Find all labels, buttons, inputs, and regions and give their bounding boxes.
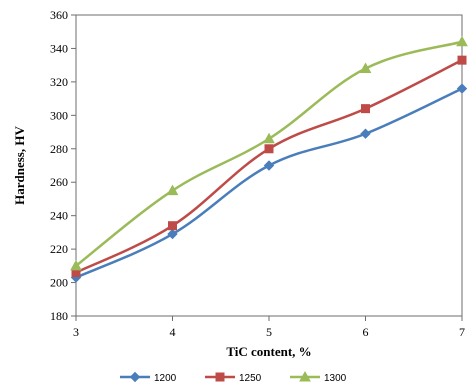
legend-item-1250: 1250 [205, 372, 262, 384]
series-1300 [70, 35, 468, 271]
y-tick-label: 260 [50, 175, 68, 189]
legend-item-1300: 1300 [290, 370, 347, 384]
data-point-1250 [264, 144, 274, 154]
chart-series [70, 35, 468, 283]
series-line-1300 [75, 40, 463, 267]
legend-label-1300: 1300 [324, 373, 347, 384]
y-tick-label: 240 [50, 209, 68, 223]
data-point-1300 [456, 35, 468, 47]
data-point-1300 [70, 259, 82, 271]
legend-marker-1300 [299, 370, 311, 382]
y-tick-label: 360 [50, 8, 68, 22]
y-tick-label: 340 [50, 41, 68, 55]
x-tick-label: 6 [363, 325, 369, 339]
x-tick-label: 5 [266, 325, 272, 339]
y-tick-label: 300 [50, 108, 68, 122]
x-tick-label: 7 [459, 325, 465, 339]
data-point-1250 [168, 221, 177, 231]
x-tick-label: 3 [73, 325, 79, 339]
y-tick-label: 320 [50, 75, 68, 89]
y-tick-label: 180 [50, 309, 68, 323]
legend-marker-1250 [215, 372, 225, 382]
data-point-1300 [359, 62, 372, 74]
y-tick-label: 280 [50, 142, 68, 156]
data-point-1300 [263, 132, 275, 144]
y-tick-label: 200 [50, 276, 68, 290]
legend-label-1250: 1250 [239, 373, 262, 384]
legend-item-1200: 1200 [120, 371, 177, 384]
chart-ticks: 180 200 220 240 260 280 300 320 340 360 3 4 5 6 7 [50, 8, 465, 339]
chart-legend: 1200 1250 1300 [120, 370, 347, 384]
y-axis-label: Hardness, HV [12, 126, 27, 205]
data-point-1200 [360, 128, 371, 139]
data-point-1200 [167, 228, 178, 240]
data-point-1250 [361, 104, 370, 114]
x-tick-label: 4 [170, 325, 176, 339]
series-1250 [71, 55, 467, 278]
data-point-1200 [263, 160, 275, 171]
legend-marker-1200 [129, 371, 141, 383]
data-point-1200 [456, 83, 468, 94]
y-tick-label: 220 [50, 242, 68, 256]
data-point-1300 [166, 184, 179, 196]
data-point-1250 [457, 55, 467, 65]
x-axis-label: TiC content, % [226, 344, 311, 359]
series-1200 [70, 83, 468, 283]
series-line-1200 [75, 87, 463, 279]
legend-label-1200: 1200 [154, 373, 177, 384]
